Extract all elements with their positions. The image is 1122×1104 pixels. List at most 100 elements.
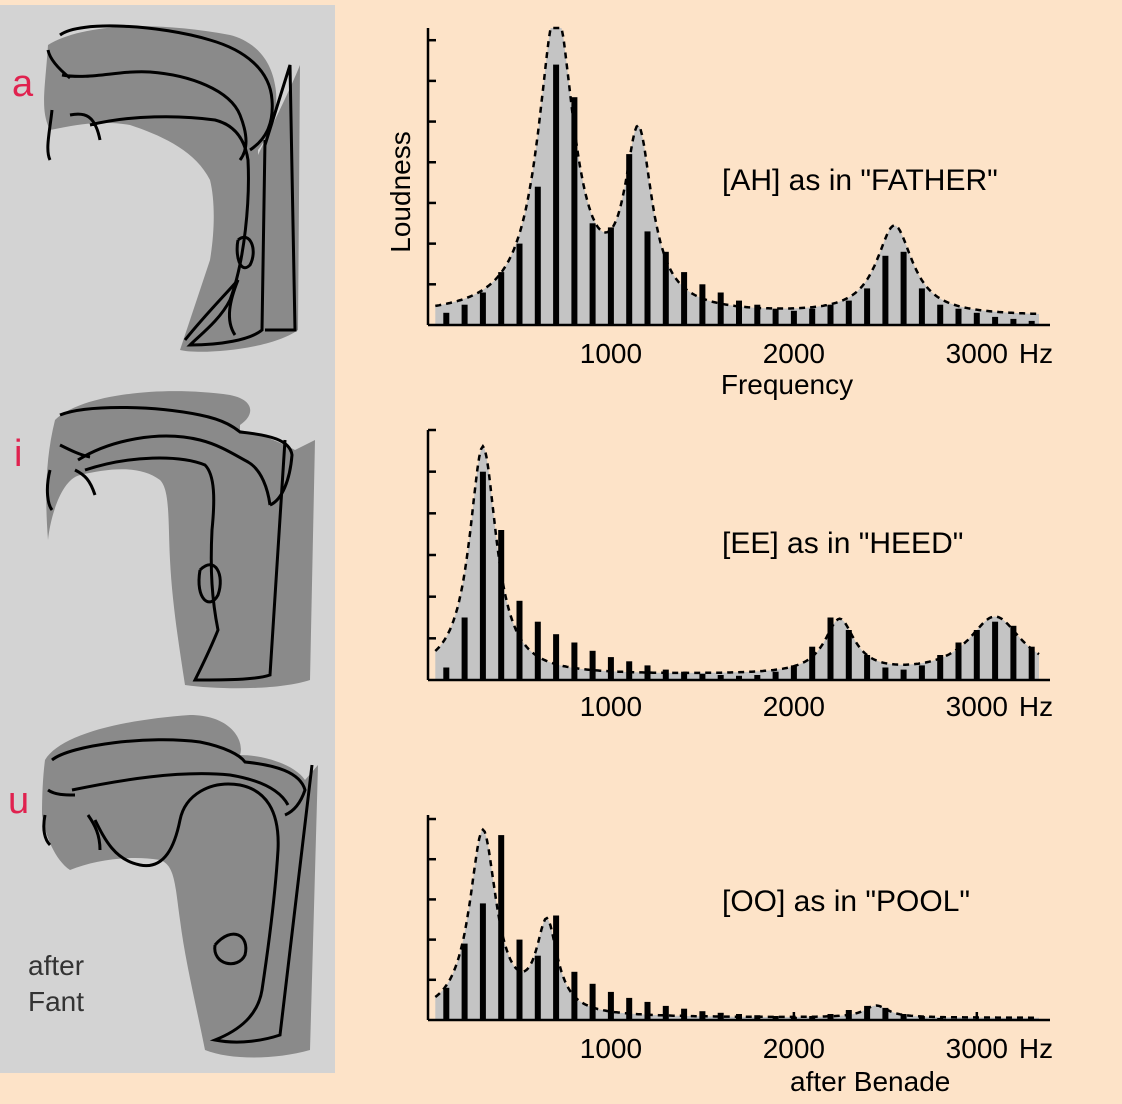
x-tick-label: 1000 (580, 691, 642, 722)
harmonic-bar (662, 1005, 669, 1020)
harmonic-bar (845, 300, 852, 325)
x-unit-label: Hz (1019, 691, 1053, 722)
x-tick-label: 3000 (946, 691, 1008, 722)
x-tick-label: 1000 (580, 338, 642, 369)
harmonic-bar (589, 223, 596, 325)
harmonic-bar (955, 642, 962, 680)
harmonic-bar (717, 292, 724, 325)
vocal-tract-i (45, 391, 315, 689)
harmonic-bar (626, 154, 633, 325)
harmonic-bar (900, 251, 907, 325)
harmonic-bar (516, 600, 523, 680)
harmonic-bar (772, 1016, 779, 1020)
harmonic-bar (900, 669, 907, 680)
vocal-tract-u (42, 715, 318, 1058)
harmonic-bar (443, 667, 450, 680)
harmonic-bar (1010, 318, 1017, 325)
x-tick-label: 3000 (946, 338, 1008, 369)
vocal-tract-a (44, 24, 301, 352)
harmonic-bar (918, 665, 925, 680)
x-unit-label: Hz (1019, 1033, 1053, 1064)
harmonic-bar (736, 300, 742, 325)
harmonic-bar (827, 304, 834, 325)
x-tick-label: 2000 (763, 338, 825, 369)
vowel-label-a: a (12, 63, 34, 105)
harmonic-bar (900, 1014, 907, 1020)
harmonic-bar (644, 231, 651, 325)
spectrum-chart-1: 1000 2000 3000 Hz [AH] as in "FATHER" Frequen… (385, 26, 1053, 400)
harmonic-bar (443, 312, 450, 325)
harmonic-bar (443, 987, 450, 1020)
harmonic-bar (918, 1016, 925, 1020)
harmonic-bar (553, 64, 560, 325)
harmonic-bar (644, 1001, 651, 1020)
harmonic-bar (973, 630, 980, 680)
spectrum-chart-2: 1000 2000 3000 Hz [EE] as in "HEED" (426, 428, 1053, 722)
spectrum-chart-3: 1000 2000 3000 Hz [OO] as in "POOL" (426, 815, 1053, 1064)
x-tick-label: 1000 (580, 1033, 642, 1064)
harmonic-bar (479, 903, 486, 1020)
harmonic-bar (461, 943, 468, 1020)
left-credit-line1: after (28, 950, 85, 981)
harmonic-bar (516, 243, 523, 325)
harmonic-bar (772, 671, 779, 680)
harmonic-bar (736, 675, 742, 680)
harmonic-bar (937, 304, 944, 325)
harmonic-bar (754, 304, 761, 325)
envelope-line (434, 443, 1040, 675)
harmonic-bar (498, 530, 505, 680)
harmonic-bar (717, 675, 724, 680)
spectrum-area (435, 28, 1039, 325)
harmonic-bar (827, 1014, 834, 1020)
harmonic-bar (754, 675, 761, 680)
spectrum-area (435, 829, 1039, 1020)
harmonic-bar (553, 634, 560, 680)
harmonic-bar (479, 471, 486, 680)
harmonic-bar (845, 630, 852, 680)
harmonic-bar (571, 642, 578, 680)
harmonic-bar (864, 1005, 871, 1020)
harmonic-bar (882, 667, 889, 680)
harmonic-bar (607, 657, 614, 680)
harmonic-bar (681, 272, 688, 325)
x-tick-label: 2000 (763, 691, 825, 722)
x-unit-label: Hz (1019, 338, 1053, 369)
harmonic-bar (772, 308, 779, 325)
harmonic-bar (589, 983, 596, 1020)
harmonic-bar (882, 1007, 889, 1020)
harmonic-bar (992, 621, 999, 680)
harmonic-bar (479, 292, 486, 325)
vowel-label-u: u (8, 780, 30, 822)
harmonic-bar (809, 308, 816, 325)
harmonic-bar (571, 97, 578, 325)
harmonic-bar (534, 186, 541, 325)
harmonic-bar (1028, 320, 1035, 325)
harmonic-bar (607, 991, 614, 1020)
right-credit: after Benade (790, 1066, 951, 1097)
chart-title: [EE] as in "HEED" (722, 527, 963, 560)
chart-title: [OO] as in "POOL" (722, 885, 970, 918)
harmonic-bar (864, 288, 871, 325)
harmonic-bar (681, 1008, 688, 1020)
harmonic-bar (1028, 646, 1035, 680)
envelope-line (435, 26, 1039, 316)
harmonic-bar (607, 227, 614, 325)
harmonic-bar (534, 621, 541, 680)
harmonic-bar (626, 661, 633, 681)
harmonic-bar (882, 255, 889, 325)
harmonic-bar (809, 1016, 816, 1020)
envelope-line (434, 827, 1039, 1019)
harmonic-bar (955, 308, 962, 325)
harmonic-bar (662, 669, 669, 680)
harmonic-bar (1010, 625, 1017, 680)
harmonic-bar (992, 316, 999, 325)
harmonic-bar (717, 1012, 724, 1020)
harmonic-bar (644, 665, 651, 680)
left-credit-line2: Fant (28, 986, 85, 1017)
harmonic-bar (534, 955, 541, 1020)
harmonic-bar (809, 646, 816, 680)
harmonic-bar (827, 617, 834, 680)
harmonic-bar (553, 915, 560, 1020)
harmonic-bar (589, 650, 596, 680)
